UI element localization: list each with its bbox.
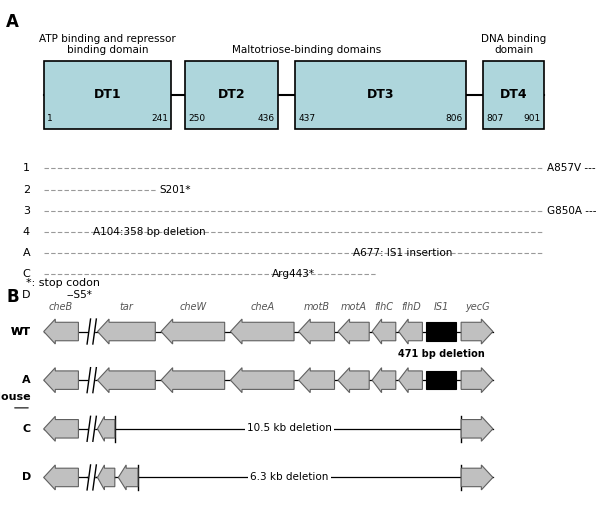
FancyArrow shape bbox=[399, 319, 423, 344]
Bar bbox=[426, 371, 457, 390]
FancyArrow shape bbox=[98, 465, 115, 490]
Bar bbox=[185, 61, 278, 129]
Text: 471 bp deletion: 471 bp deletion bbox=[398, 349, 485, 359]
Text: DT2: DT2 bbox=[218, 89, 246, 101]
Text: --S5*: --S5* bbox=[67, 290, 93, 301]
Text: cheA: cheA bbox=[250, 302, 274, 312]
FancyArrow shape bbox=[98, 319, 156, 344]
Text: DNA binding
domain: DNA binding domain bbox=[481, 34, 547, 55]
FancyArrow shape bbox=[44, 416, 79, 441]
FancyArrow shape bbox=[461, 416, 493, 441]
FancyArrow shape bbox=[399, 368, 423, 393]
Polygon shape bbox=[87, 416, 97, 441]
Text: A: A bbox=[6, 13, 19, 31]
FancyArrow shape bbox=[44, 368, 79, 393]
Text: 4: 4 bbox=[23, 227, 30, 237]
FancyArrow shape bbox=[461, 465, 493, 490]
FancyArrow shape bbox=[372, 368, 396, 393]
Text: DT4: DT4 bbox=[499, 89, 527, 101]
Text: *: stop codon: *: stop codon bbox=[26, 279, 100, 288]
Text: D: D bbox=[21, 473, 31, 482]
Text: A104:358 bp deletion: A104:358 bp deletion bbox=[93, 227, 206, 237]
Text: A857V ---: A857V --- bbox=[547, 163, 595, 174]
Text: cheB: cheB bbox=[49, 302, 73, 312]
Polygon shape bbox=[87, 319, 97, 344]
Text: WT: WT bbox=[11, 327, 31, 336]
Text: DT1: DT1 bbox=[94, 89, 121, 101]
Text: 10.5 kb deletion: 10.5 kb deletion bbox=[247, 423, 332, 433]
Text: flhD: flhD bbox=[401, 302, 421, 312]
Text: Arg443*: Arg443* bbox=[272, 269, 315, 279]
Text: 901: 901 bbox=[524, 114, 541, 123]
FancyArrow shape bbox=[299, 368, 334, 393]
FancyArrow shape bbox=[44, 319, 79, 344]
FancyArrow shape bbox=[118, 465, 138, 490]
Text: B: B bbox=[6, 288, 18, 306]
Text: 250: 250 bbox=[188, 114, 206, 123]
FancyArrow shape bbox=[44, 465, 79, 490]
FancyArrow shape bbox=[299, 319, 334, 344]
Text: WT: WT bbox=[11, 327, 31, 336]
Text: cheW: cheW bbox=[179, 302, 206, 312]
Text: DT3: DT3 bbox=[367, 89, 394, 101]
Text: C: C bbox=[23, 424, 31, 434]
FancyArrow shape bbox=[161, 319, 225, 344]
Text: 807: 807 bbox=[486, 114, 503, 123]
Polygon shape bbox=[87, 465, 97, 490]
FancyArrow shape bbox=[338, 319, 369, 344]
Text: D: D bbox=[22, 290, 30, 301]
FancyArrow shape bbox=[372, 319, 396, 344]
Text: 2: 2 bbox=[23, 184, 30, 195]
Text: 437: 437 bbox=[298, 114, 315, 123]
Text: G850A ---: G850A --- bbox=[547, 206, 596, 216]
FancyArrow shape bbox=[461, 319, 493, 344]
Text: A: A bbox=[23, 248, 30, 258]
Text: IS1: IS1 bbox=[434, 302, 449, 312]
FancyArrow shape bbox=[231, 319, 294, 344]
Text: flhC: flhC bbox=[375, 302, 394, 312]
FancyArrow shape bbox=[461, 368, 493, 393]
Text: 1: 1 bbox=[46, 114, 52, 123]
FancyArrow shape bbox=[231, 368, 294, 393]
FancyArrow shape bbox=[98, 416, 115, 441]
Text: tar: tar bbox=[119, 302, 134, 312]
FancyArrow shape bbox=[161, 368, 225, 393]
Bar bbox=[483, 61, 544, 129]
Text: Maltotriose-binding domains: Maltotriose-binding domains bbox=[232, 46, 381, 55]
Text: yecG: yecG bbox=[465, 302, 490, 312]
Text: C: C bbox=[23, 269, 30, 279]
Text: motB: motB bbox=[303, 302, 330, 312]
Text: Mouse: Mouse bbox=[0, 392, 31, 402]
Text: 1: 1 bbox=[23, 163, 30, 174]
Text: A677: IS1 insertion: A677: IS1 insertion bbox=[353, 248, 452, 258]
Text: 3: 3 bbox=[23, 206, 30, 216]
Bar bbox=[295, 61, 465, 129]
Text: 806: 806 bbox=[446, 114, 463, 123]
Text: motA: motA bbox=[340, 302, 367, 312]
Text: 241: 241 bbox=[151, 114, 168, 123]
FancyArrow shape bbox=[338, 368, 369, 393]
Text: S201*: S201* bbox=[159, 184, 191, 195]
Text: 6.3 kb deletion: 6.3 kb deletion bbox=[250, 472, 328, 482]
Polygon shape bbox=[87, 368, 97, 393]
Text: 436: 436 bbox=[258, 114, 275, 123]
Text: ATP binding and repressor
binding domain: ATP binding and repressor binding domain bbox=[39, 34, 176, 55]
FancyArrow shape bbox=[98, 368, 156, 393]
Text: A: A bbox=[23, 375, 31, 385]
Bar bbox=[44, 61, 171, 129]
Bar bbox=[426, 322, 457, 341]
